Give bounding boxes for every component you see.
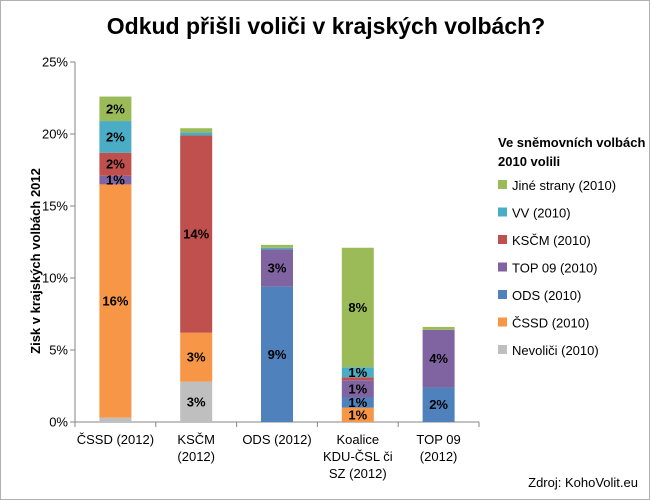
bar-segment — [261, 249, 293, 287]
legend-swatch — [498, 180, 507, 189]
data-label: 2% — [429, 397, 448, 412]
legend-label: TOP 09 (2010) — [512, 261, 598, 276]
data-label: 1% — [348, 395, 367, 410]
y-axis-label: Zisk v krajských volbách 2012 — [28, 168, 43, 354]
data-label: 2% — [106, 157, 125, 172]
bar-segment — [180, 132, 213, 136]
legend-label: Jiné strany (2010) — [512, 178, 616, 193]
y-tick-label: 0% — [49, 415, 68, 430]
bar-segment — [341, 380, 374, 398]
y-tick-label: 15% — [42, 199, 68, 214]
bar-segment — [422, 326, 455, 330]
data-label: 3% — [187, 394, 206, 409]
legend-swatch — [498, 262, 507, 272]
chart-title: Odkud přišli voliči v krajských volbách? — [107, 13, 545, 39]
data-label: 3% — [187, 350, 206, 365]
data-label: 16% — [102, 294, 128, 309]
bar-segment — [261, 286, 293, 422]
legend-swatch — [498, 345, 507, 354]
bar-segment — [180, 128, 213, 133]
data-label: 1% — [348, 407, 367, 422]
y-tick-label: 25% — [42, 55, 68, 70]
source-note: Zdroj: KohoVolit.eu — [528, 475, 638, 490]
legend-swatch — [498, 317, 507, 327]
x-tick-label: TOP 09 (2012) — [416, 432, 460, 464]
data-label: 1% — [348, 365, 367, 380]
legend-label: KSČM (2010) — [512, 233, 591, 248]
legend-swatch — [498, 290, 507, 299]
x-tick-label: ODS (2012) — [242, 432, 311, 447]
bars — [99, 96, 455, 422]
legend-items: Jiné strany (2010) VV (2010) KSČM (2010) TO… — [498, 178, 616, 358]
legend-label: Nevoliči (2010) — [512, 343, 599, 358]
legend-swatch — [498, 235, 507, 244]
data-label: 3% — [268, 260, 287, 275]
data-label: 1% — [106, 173, 125, 188]
data-label: 1% — [348, 381, 367, 396]
bar-segment — [341, 407, 374, 422]
bar-segment — [341, 247, 374, 368]
bar-segment — [99, 175, 132, 185]
bar-segment — [341, 377, 374, 381]
data-label: 4% — [429, 351, 448, 366]
bar-segment — [341, 397, 374, 408]
bar-segment — [180, 332, 213, 382]
legend-label: ČSSD (2010) — [512, 316, 589, 331]
bar-segment — [341, 367, 374, 378]
y-tick-label: 20% — [42, 127, 68, 142]
bar-segment — [180, 381, 213, 422]
y-tick-label: 5% — [49, 343, 68, 358]
legend-label: ODS (2010) — [512, 288, 581, 303]
y-tick-label: 10% — [42, 271, 68, 286]
legend: Ve sněmovních volbách 2010 volili Jiné s… — [498, 135, 645, 358]
bar-segment — [99, 184, 132, 418]
legend-title: 2010 volili — [498, 154, 560, 169]
bar-segment — [180, 135, 213, 333]
data-label: 2% — [106, 101, 125, 116]
x-tick-label: Koalice KDU-ČSL či SZ (2012) — [323, 432, 393, 481]
legend-swatch — [498, 207, 507, 217]
data-labels: 16%1%2%2%2%3%3%14%9%3%1%1%1%1%8%2%4% — [102, 101, 448, 422]
bar-segment — [99, 417, 132, 422]
data-label: 8% — [348, 300, 367, 315]
bar-segment — [422, 387, 455, 422]
bar-segment — [99, 121, 132, 153]
bar-segment — [261, 244, 293, 248]
data-label: 9% — [268, 347, 287, 362]
bar-segment — [261, 247, 293, 250]
bar-segment — [99, 152, 132, 176]
data-label: 14% — [183, 227, 209, 242]
x-tick-label: ČSSD (2012) — [77, 432, 154, 447]
legend-title: Ve sněmovních volbách — [498, 135, 645, 150]
y-tick-labels: 0% 5% 10% 15% 20% 25% — [42, 55, 68, 430]
data-label: 2% — [106, 129, 125, 144]
x-tick-labels: ČSSD (2012) KSČM (2012) ODS (2012) Koalice KD… — [77, 432, 461, 481]
bar-segment — [422, 329, 455, 388]
axes — [70, 61, 480, 427]
x-tick-label: KSČM (2012) — [177, 432, 215, 464]
legend-label: VV (2010) — [512, 206, 571, 221]
bar-segment — [99, 96, 132, 122]
